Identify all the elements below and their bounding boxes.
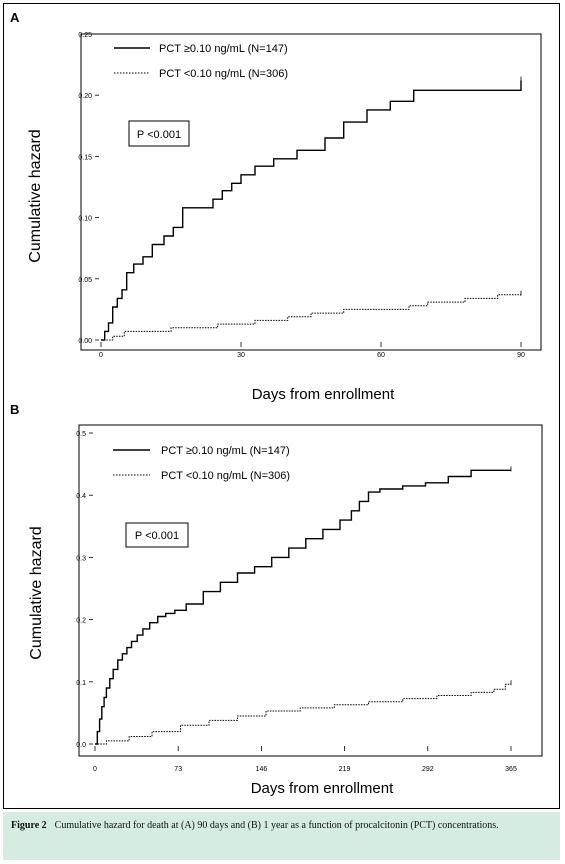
- panel-a-y-tick-label: 0.25: [78, 32, 92, 39]
- panel-b-y-tick-label: 0.2: [76, 618, 86, 625]
- panel-a-y-tick-label: 0.00: [78, 338, 92, 345]
- panel-a-x-tick-label: 30: [237, 352, 245, 359]
- panel-a-y-tick-label: 0.20: [78, 93, 92, 100]
- panel-b: B 0.0 0.1 0.2 0.3 0.4 0.5 0 73 146 219 292 365 Cumu…: [10, 402, 543, 797]
- panel-b-x-tick-label: 146: [256, 766, 268, 773]
- panel-a-y-axis-label: Cumulative hazard: [27, 129, 44, 262]
- panel-b-p-value-box: [125, 522, 189, 548]
- panel-a-x-tick-label: 60: [377, 352, 385, 359]
- panel-b-y-axis-label: Cumulative hazard: [28, 526, 45, 659]
- panel-b-label: B: [10, 402, 19, 417]
- panel-b-y-tick-label: 0.5: [76, 431, 86, 438]
- panel-a: A 0.00 0.05 0.10 0.15 0.20 0.25 0 30 60 90 Cumula…: [10, 10, 542, 403]
- panel-a-legend: PCT ≥0.10 ng/mL (N=147) PCT <0.10 ng/mL …: [114, 43, 288, 80]
- panel-a-x-axis-label: Days from enrollment: [252, 386, 395, 403]
- panel-b-y-tick-label: 0.4: [76, 493, 86, 500]
- panel-b-legend-dotted-label: PCT <0.10 ng/mL (N=306): [161, 470, 290, 482]
- panel-b-series-pct-high-line: [95, 469, 511, 745]
- figure-caption: Figure 2 Cumulative hazard for death at (…: [3, 812, 560, 860]
- panel-b-x-axis-label: Days from enrollment: [251, 780, 394, 797]
- figure-frame: [3, 3, 560, 809]
- panel-b-x-tick-label: 0: [93, 766, 97, 773]
- panel-b-x-tick-label: 292: [422, 766, 434, 773]
- panel-a-x-tick-label: 0: [99, 352, 103, 359]
- panel-a-y-tick-label: 0.15: [78, 154, 92, 161]
- panel-b-x-tick-label: 365: [505, 766, 517, 773]
- panel-b-y-tick-label: 0.1: [76, 680, 86, 687]
- figure-charts: A 0.000.050.100.150.200.250 30 60 90 Cumula…: [10, 10, 543, 797]
- panel-b-y-tick-label: 0.3: [76, 555, 86, 562]
- panel-a-y-tick-label: 0.05: [78, 277, 92, 284]
- panel-a-series-pct-high-line: [101, 80, 522, 341]
- panel-a-y-tick-label: 0.10: [78, 216, 92, 223]
- panel-a-p-value-box: [128, 120, 190, 147]
- figure-caption-text: Cumulative hazard for death at (A) 90 da…: [54, 820, 499, 831]
- panel-b-series-pct-low-line: [95, 683, 511, 745]
- panel-a-legend-dotted-label: PCT <0.10 ng/mL (N=306): [159, 68, 288, 80]
- panel-b-plot-frame: [78, 424, 543, 757]
- panel-b-y-tick-label: 0.0: [76, 742, 86, 749]
- panel-b-legend-solid-label: PCT ≥0.10 ng/mL (N=147): [161, 445, 290, 457]
- panel-a-label: A: [10, 10, 20, 25]
- panel-b-x-tick-label: 219: [339, 766, 351, 773]
- panel-a-plot-frame: [80, 33, 542, 351]
- panel-a-p-value: P <0.001: [137, 129, 181, 141]
- panel-b-legend: PCT ≥0.10 ng/mL (N=147) PCT <0.10 ng/mL …: [113, 445, 290, 482]
- panel-b-x-tick-label: 73: [174, 766, 182, 773]
- panel-a-legend-solid-label: PCT ≥0.10 ng/mL (N=147): [159, 43, 288, 55]
- panel-a-series-pct-low-line: [101, 294, 521, 341]
- panel-a-x-tick-label: 90: [517, 352, 525, 359]
- figure-caption-label: Figure 2: [11, 820, 47, 831]
- panel-b-p-value: P <0.001: [135, 530, 179, 542]
